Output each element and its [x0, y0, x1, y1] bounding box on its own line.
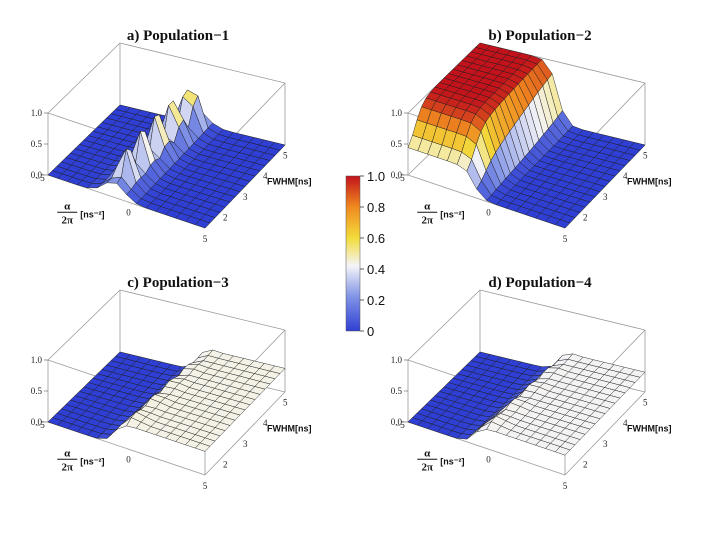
colorbar-tick-label: 0.4 [367, 262, 385, 277]
x-tick-label: 0 [486, 455, 491, 465]
box-edge [204, 391, 286, 476]
x-tick-label: 5 [563, 481, 568, 491]
x-tick-label: 5 [563, 234, 568, 244]
x-tick-label: −5 [35, 420, 45, 430]
colorbar-tick-label: 0.2 [367, 293, 385, 308]
y-tick-label: 2 [223, 213, 228, 223]
box-edge [47, 42, 121, 114]
z-tick-label: 0.0 [391, 170, 403, 180]
z-tick-label: 0.5 [391, 139, 403, 149]
panel-a: a) Population−1 0.0 0.5 1.0 −5 0 5 2 3 4 5 FWHM[ns]… [31, 28, 312, 244]
surface [47, 349, 286, 452]
panel-title: a) Population−1 [127, 28, 229, 44]
x-tick-label: 0 [486, 208, 491, 218]
z-tick-label: 0.0 [31, 417, 43, 427]
panel-title: c) Population−3 [127, 275, 228, 291]
z-tick-label: 0.5 [31, 386, 43, 396]
z-tick-label: 0.0 [391, 417, 403, 427]
y-tick-label: 3 [243, 192, 248, 202]
surface-cell [554, 446, 571, 456]
z-tick-label: 1.0 [391, 355, 403, 365]
y-axis-label: FWHM[ns] [627, 423, 672, 433]
x-axis-label-numerator: α [424, 447, 431, 459]
y-tick-label: 2 [223, 460, 228, 470]
box-edge [564, 391, 646, 476]
colorbar-tick-label: 0.8 [367, 200, 385, 215]
y-tick-label: 4 [623, 418, 628, 428]
panel-c: c) Population−3 0.0 0.5 1.0 −5 0 5 2 3 4 5 FWHM[ns]… [31, 275, 312, 491]
panel-title: b) Population−2 [488, 28, 591, 44]
panel-d: d) Population−4 0.0 0.5 1.0 −5 0 5 2 3 4 5 FWHM[ns]… [391, 275, 672, 491]
z-tick-label: 1.0 [391, 108, 403, 118]
y-axis-label: FWHM[ns] [627, 176, 672, 186]
y-axis-label: FWHM[ns] [267, 423, 312, 433]
y-tick-label: 3 [603, 192, 608, 202]
x-tick-label: 0 [126, 208, 131, 218]
z-tick-label: 0.5 [31, 139, 43, 149]
y-tick-label: 5 [283, 150, 288, 160]
y-tick-label: 3 [603, 439, 608, 449]
x-axis-label-units: [ns⁻²] [440, 456, 464, 466]
x-tick-label: −5 [35, 173, 45, 183]
box-edge [47, 289, 121, 361]
surface [407, 351, 646, 456]
colorbar-tick-label: 1.0 [367, 169, 385, 184]
x-axis-label-units: [ns⁻²] [80, 456, 104, 466]
panel-b: b) Population−2 0.0 0.5 1.0 −5 0 5 2 3 4 5 FWHM[ns]… [391, 28, 672, 244]
box-edge [407, 289, 481, 361]
surface-cell [194, 219, 211, 229]
surface [47, 89, 286, 229]
x-axis-label-denominator: 2π [61, 461, 73, 473]
surface-cell [194, 442, 211, 452]
y-tick-label: 2 [583, 213, 588, 223]
x-axis-label-numerator: α [64, 447, 71, 459]
z-tick-label: 1.0 [31, 108, 43, 118]
x-tick-label: −5 [395, 420, 405, 430]
z-tick-label: 1.0 [31, 355, 43, 365]
box-edge [479, 289, 646, 331]
y-tick-label: 4 [263, 171, 268, 181]
y-axis-label: FWHM[ns] [267, 176, 312, 186]
x-tick-label: −5 [395, 173, 405, 183]
x-axis-label-denominator: 2π [421, 214, 433, 226]
box-edge [119, 42, 286, 84]
z-tick-label: 0.5 [391, 386, 403, 396]
colorbar-tick-label: 0.6 [367, 231, 385, 246]
x-axis-label-units: [ns⁻²] [440, 209, 464, 219]
box-edge [119, 289, 286, 331]
surface-cell [554, 219, 571, 229]
x-axis-label-units: [ns⁻²] [80, 209, 104, 219]
panel-title: d) Population−4 [488, 275, 592, 291]
x-tick-label: 0 [126, 455, 131, 465]
y-tick-label: 4 [623, 171, 628, 181]
x-tick-label: 5 [203, 481, 208, 491]
x-axis-label-denominator: 2π [61, 214, 73, 226]
colorbar-tick-label: 0 [367, 324, 374, 339]
x-axis-label-denominator: 2π [421, 461, 433, 473]
y-tick-label: 3 [243, 439, 248, 449]
x-axis-label-numerator: α [64, 200, 71, 212]
x-axis-label-numerator: α [424, 200, 431, 212]
y-tick-label: 5 [643, 397, 648, 407]
y-tick-label: 5 [643, 150, 648, 160]
colorbar-gradient [345, 175, 361, 332]
z-tick-label: 0.0 [31, 170, 43, 180]
y-tick-label: 4 [263, 418, 268, 428]
colorbar: 1.0 0.8 0.6 0.4 0.2 0 [345, 169, 385, 339]
surface [407, 42, 646, 229]
x-tick-label: 5 [203, 234, 208, 244]
y-tick-label: 5 [283, 397, 288, 407]
y-tick-label: 2 [583, 460, 588, 470]
